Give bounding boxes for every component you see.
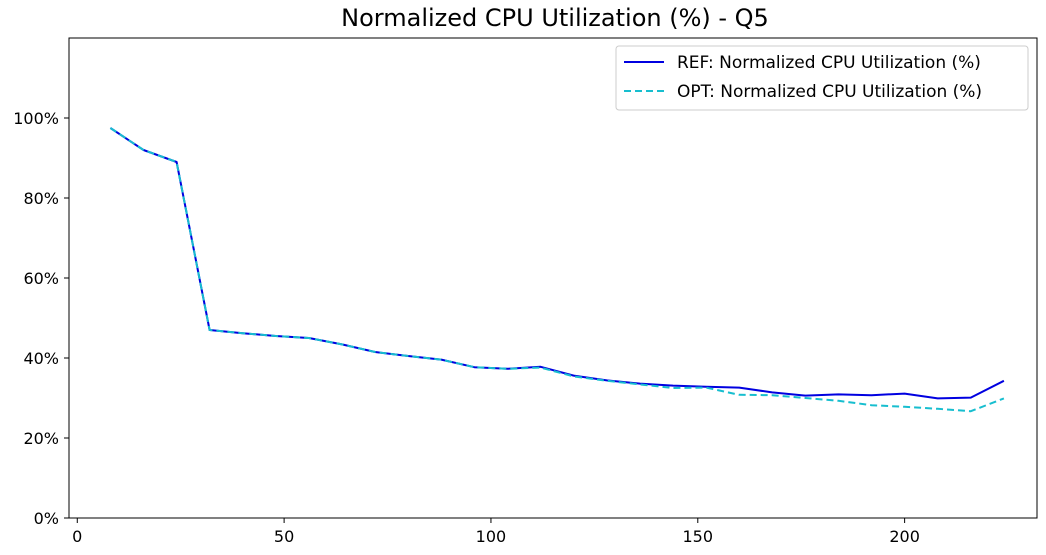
y-tick-label: 40% bbox=[23, 349, 59, 368]
x-tick-label: 150 bbox=[683, 527, 714, 546]
x-tick-label: 200 bbox=[889, 527, 920, 546]
chart-title: Normalized CPU Utilization (%) - Q5 bbox=[341, 4, 769, 32]
y-tick-label: 60% bbox=[23, 269, 59, 288]
opt-series-line bbox=[109, 127, 1005, 413]
y-tick-label: 20% bbox=[23, 429, 59, 448]
y-tick-label: 100% bbox=[13, 109, 59, 128]
legend-box bbox=[615, 45, 1029, 111]
x-tick-label: 50 bbox=[274, 527, 294, 546]
x-tick-label: 0 bbox=[72, 527, 82, 546]
y-tick-label: 0% bbox=[34, 509, 59, 528]
legend: REF: Normalized CPU Utilization (%) OPT:… bbox=[615, 45, 1029, 111]
legend-opt-label: OPT: Normalized CPU Utilization (%) bbox=[677, 82, 982, 102]
plot-frame bbox=[68, 37, 1038, 519]
ref-series-line bbox=[109, 127, 1005, 400]
legend-ref-label: REF: Normalized CPU Utilization (%) bbox=[677, 53, 981, 73]
y-tick-label: 80% bbox=[23, 189, 59, 208]
x-tick-label: 100 bbox=[476, 527, 507, 546]
